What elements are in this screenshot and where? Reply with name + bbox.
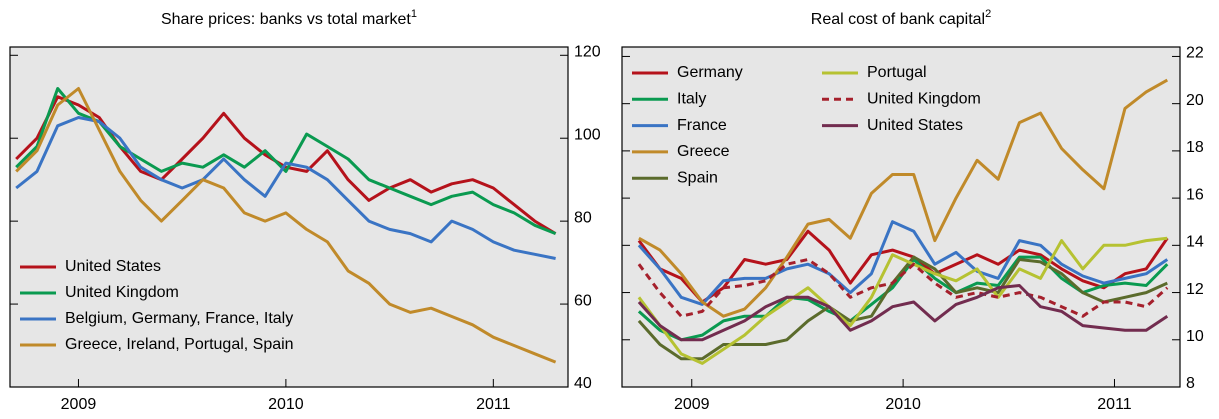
y-tick-label: 40 — [574, 375, 592, 392]
y-tick-label: 100 — [574, 126, 601, 143]
legend-label: Italy — [677, 91, 706, 108]
series-line — [637, 255, 1168, 361]
legend-label: Greece — [677, 143, 730, 160]
y-tick-label: 18 — [1186, 139, 1204, 156]
legend-label: France — [677, 117, 727, 134]
x-tick-label: 2011 — [476, 396, 511, 413]
legend-label: Portugal — [867, 64, 927, 81]
legend-label: United Kingdom — [65, 284, 179, 301]
series-line — [637, 284, 1169, 342]
title-text: Real cost of bank capital — [811, 11, 985, 28]
title-text: Share prices: banks vs total market — [161, 11, 411, 28]
title-note: 2 — [985, 8, 991, 20]
chart-title: Share prices: banks vs total market1 — [161, 8, 417, 28]
legend-label: Belgium, Germany, France, Italy — [65, 310, 293, 327]
y-tick-label: 22 — [1186, 45, 1204, 62]
y-tick-label: 60 — [574, 292, 592, 309]
x-tick-label: 2009 — [674, 396, 710, 413]
x-tick-label: 2011 — [1097, 396, 1132, 413]
legend-label: Greece, Ireland, Portugal, Spain — [65, 336, 294, 353]
x-tick-label: 2010 — [268, 396, 304, 413]
series-line — [637, 220, 1169, 306]
series-line — [15, 87, 557, 364]
x-tick-label: 2010 — [885, 396, 921, 413]
y-tick-label: 12 — [1186, 281, 1204, 298]
y-tick-label: 14 — [1186, 234, 1204, 251]
title-note: 1 — [411, 8, 417, 20]
series-line — [15, 87, 557, 235]
series-line — [637, 258, 1169, 318]
y-tick-label: 120 — [574, 44, 601, 61]
legend-label: Spain — [677, 169, 718, 186]
chart-title: Real cost of bank capital2 — [811, 8, 991, 28]
plot-area — [621, 46, 1181, 388]
legend-label: United States — [867, 117, 963, 134]
y-tick-label: 20 — [1186, 92, 1204, 109]
series-line — [637, 236, 1168, 365]
y-tick-label: 8 — [1186, 375, 1195, 392]
series-line — [637, 229, 1169, 304]
y-tick-label: 80 — [574, 209, 592, 226]
y-tick-label: 10 — [1186, 328, 1204, 345]
series-line — [15, 116, 556, 260]
x-tick-label: 2009 — [61, 396, 97, 413]
series-line — [638, 78, 1169, 318]
legend-label: United Kingdom — [867, 91, 981, 108]
y-tick-label: 16 — [1186, 186, 1204, 203]
legend-label: Germany — [677, 64, 743, 81]
legend-label: United States — [65, 258, 161, 275]
